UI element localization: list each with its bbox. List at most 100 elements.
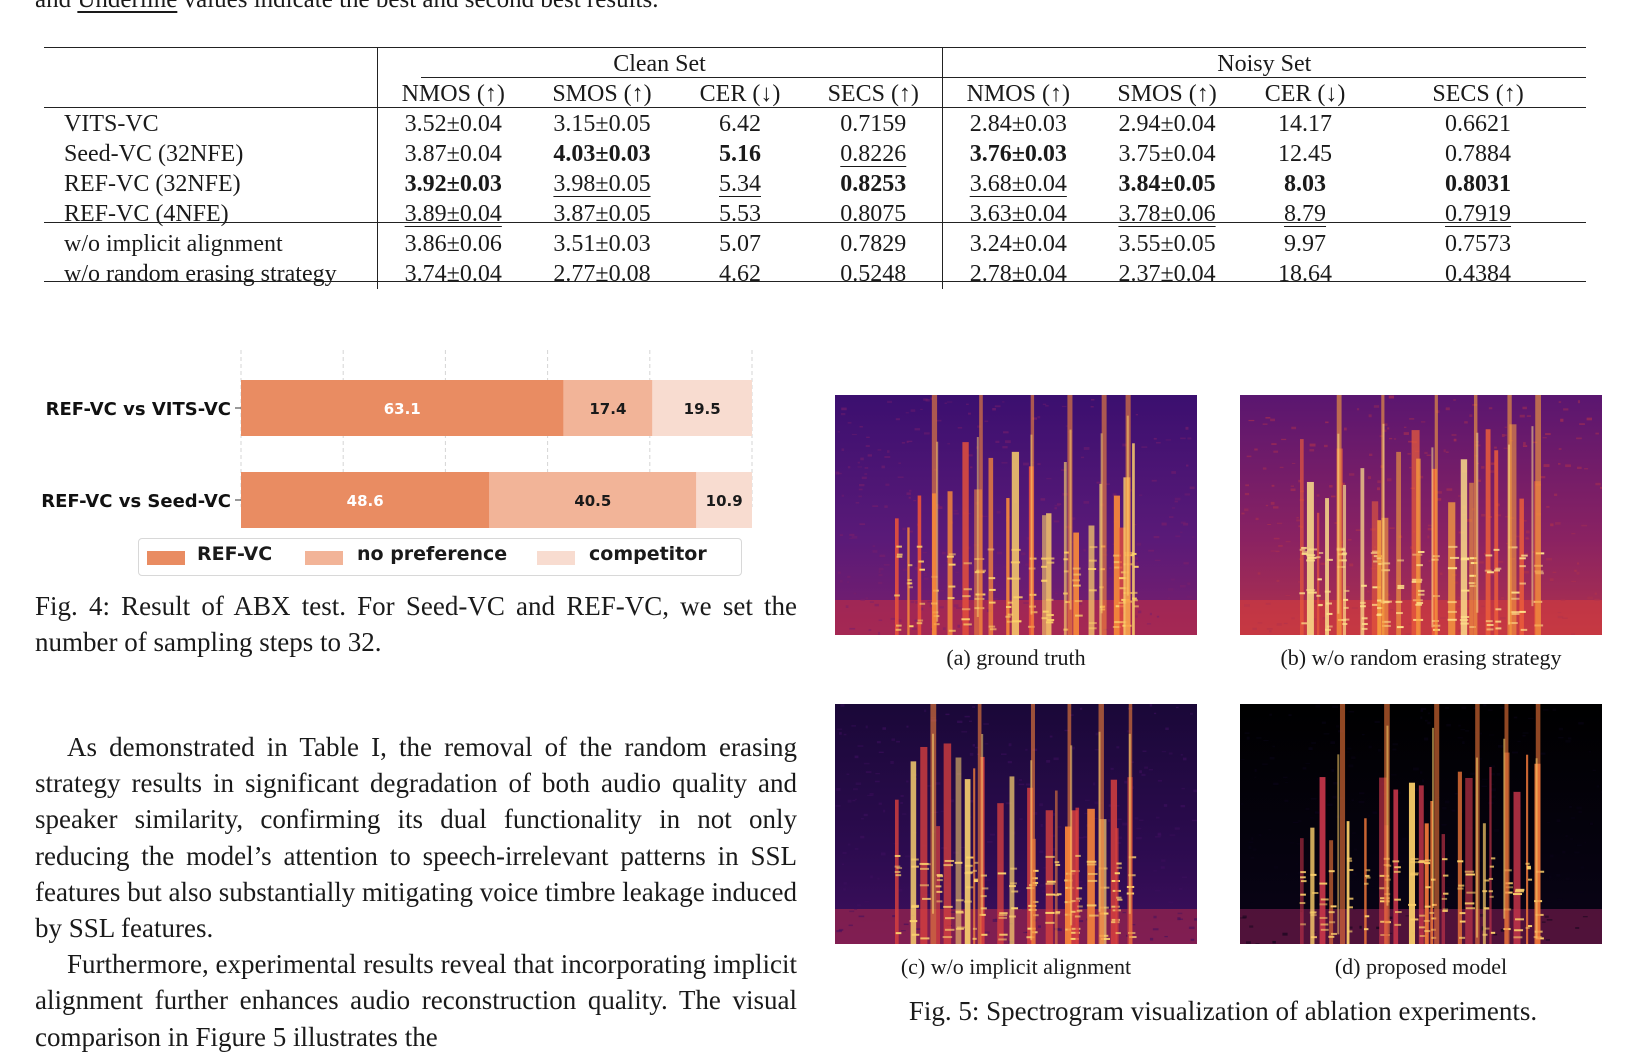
data-label: 63.1 <box>384 400 421 418</box>
table-cell: 2.37±0.04 <box>1094 259 1240 289</box>
table-cell: 5.34 <box>675 169 805 199</box>
table-cell: 5.53 <box>675 199 805 229</box>
table-bottom-rule <box>44 281 1586 282</box>
table-caption-tail: and Underline values indicate the best a… <box>35 0 658 14</box>
results-table: Clean Set Noisy Set NMOS (↑)SMOS (↑)CER … <box>44 48 1586 289</box>
spectrogram-d <box>1240 704 1602 944</box>
table-cell: 3.24±0.04 <box>942 229 1094 259</box>
spectrogram-b <box>1240 395 1602 635</box>
table-cell: 4.03±0.03 <box>529 139 675 169</box>
spectrogram-c <box>835 704 1197 944</box>
row-label-header <box>44 79 377 109</box>
fig5-caption: Fig. 5: Spectrogram visualization of abl… <box>828 996 1618 1027</box>
table-cell: 3.52±0.04 <box>377 109 529 139</box>
row-label: Seed-VC (32NFE) <box>44 139 377 169</box>
table-cell: 3.74±0.04 <box>377 259 529 289</box>
table-cell: 0.8253 <box>805 169 942 199</box>
row-label: REF-VC (4NFE) <box>44 199 377 229</box>
legend-swatch-nopref <box>305 551 343 565</box>
row-label: REF-VC (32NFE) <box>44 169 377 199</box>
header-rule <box>44 107 1586 108</box>
table-cell: 3.68±0.04 <box>942 169 1094 199</box>
table-cell: 0.6621 <box>1370 109 1586 139</box>
legend-label-competitor: competitor <box>589 543 707 565</box>
table-cell: 3.89±0.04 <box>377 199 529 229</box>
table-cell: 0.7884 <box>1370 139 1586 169</box>
table-cell: 3.87±0.04 <box>377 139 529 169</box>
group-underline <box>421 77 1586 78</box>
data-label: 19.5 <box>684 400 721 418</box>
row-label: w/o implicit alignment <box>44 229 377 259</box>
table-cell: 12.45 <box>1240 139 1370 169</box>
table-cell: 9.97 <box>1240 229 1370 259</box>
table-cell: 3.98±0.05 <box>529 169 675 199</box>
column-header: SECS (↑) <box>1370 79 1586 109</box>
body-paragraph-1: As demonstrated in Table I, the removal … <box>35 729 797 946</box>
table-cell: 5.16 <box>675 139 805 169</box>
table-cell: 3.55±0.05 <box>1094 229 1240 259</box>
table-cell: 2.78±0.04 <box>942 259 1094 289</box>
table-cell: 0.5248 <box>805 259 942 289</box>
column-header: CER (↓) <box>1240 79 1370 109</box>
table-cell: 18.64 <box>1240 259 1370 289</box>
data-label: 17.4 <box>589 400 626 418</box>
table-cell: 3.87±0.05 <box>529 199 675 229</box>
chart-legend: REF-VC no preference competitor <box>138 538 742 576</box>
table-cell: 3.84±0.05 <box>1094 169 1240 199</box>
ablation-rule <box>44 222 1586 223</box>
table-cell: 3.75±0.04 <box>1094 139 1240 169</box>
table-cell: 8.79 <box>1240 199 1370 229</box>
table-cell: 0.8075 <box>805 199 942 229</box>
table-cell: 6.42 <box>675 109 805 139</box>
table-corner <box>44 48 377 79</box>
body-paragraph-2: Furthermore, experimental results reveal… <box>35 946 797 1055</box>
legend-swatch-refvc <box>147 551 185 565</box>
table-cell: 0.7919 <box>1370 199 1586 229</box>
table-cell: 3.76±0.03 <box>942 139 1094 169</box>
legend-label-refvc: REF-VC <box>197 543 272 565</box>
column-header: SMOS (↑) <box>529 79 675 109</box>
column-header: NMOS (↑) <box>377 79 529 109</box>
legend-swatch-competitor <box>537 551 575 565</box>
row-label: w/o random erasing strategy <box>44 259 377 289</box>
underline-word: Underline <box>77 0 177 13</box>
spectrogram-label-b: (b) w/o random erasing strategy <box>1240 645 1602 671</box>
category-label: REF-VC vs VITS-VC <box>46 399 231 420</box>
table-cell: 0.7159 <box>805 109 942 139</box>
fig4-caption: Fig. 4: Result of ABX test. For Seed-VC … <box>35 588 797 660</box>
table-cell: 3.78±0.06 <box>1094 199 1240 229</box>
table-cell: 5.07 <box>675 229 805 259</box>
table-cell: 2.77±0.08 <box>529 259 675 289</box>
table-cell: 14.17 <box>1240 109 1370 139</box>
column-header: SMOS (↑) <box>1094 79 1240 109</box>
table-cell: 3.15±0.05 <box>529 109 675 139</box>
table-cell: 0.7829 <box>805 229 942 259</box>
spectrogram-label-d: (d) proposed model <box>1240 954 1602 980</box>
spectrogram-label-c: (c) w/o implicit alignment <box>835 954 1197 980</box>
table-cell: 0.8226 <box>805 139 942 169</box>
table-cell: 3.63±0.04 <box>942 199 1094 229</box>
spectrogram-a <box>835 395 1197 635</box>
table-cell: 2.94±0.04 <box>1094 109 1240 139</box>
column-header: CER (↓) <box>675 79 805 109</box>
column-header-row: NMOS (↑)SMOS (↑)CER (↓)SECS (↑)NMOS (↑)S… <box>44 79 1586 109</box>
row-label: VITS-VC <box>44 109 377 139</box>
table-cell: 3.92±0.03 <box>377 169 529 199</box>
table-cell: 0.8031 <box>1370 169 1586 199</box>
body-text: As demonstrated in Table I, the removal … <box>35 729 797 1055</box>
table-cell: 2.84±0.03 <box>942 109 1094 139</box>
table-top-rule <box>44 47 1586 48</box>
data-label: 10.9 <box>706 492 743 510</box>
table-cell: 0.4384 <box>1370 259 1586 289</box>
legend-label-nopref: no preference <box>357 543 507 565</box>
table-cell: 3.86±0.06 <box>377 229 529 259</box>
column-header: NMOS (↑) <box>942 79 1094 109</box>
spectrogram-label-a: (a) ground truth <box>835 645 1197 671</box>
group-header-noisy: Noisy Set <box>942 48 1586 79</box>
